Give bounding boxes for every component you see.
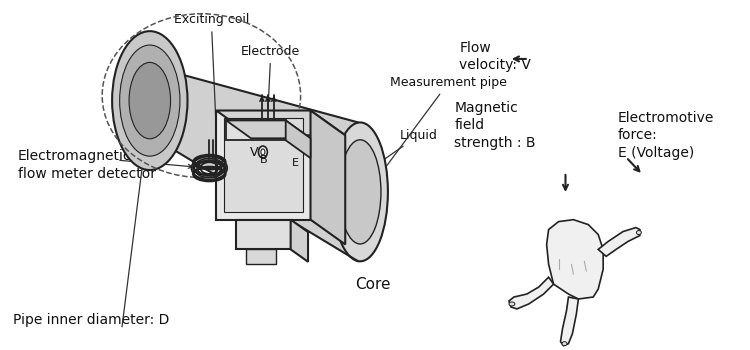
Text: Exciting coil: Exciting coil — [173, 13, 249, 128]
Ellipse shape — [261, 149, 265, 155]
Polygon shape — [291, 220, 308, 262]
Text: B: B — [260, 155, 268, 165]
Polygon shape — [150, 66, 358, 261]
Ellipse shape — [259, 146, 267, 158]
Polygon shape — [246, 250, 276, 264]
Ellipse shape — [562, 342, 567, 346]
FancyBboxPatch shape — [224, 118, 302, 212]
Text: Electrode: Electrode — [242, 45, 301, 252]
Text: V: V — [250, 146, 259, 159]
Polygon shape — [226, 120, 310, 138]
Polygon shape — [547, 220, 603, 299]
Text: Electromagnetic
flow meter detector: Electromagnetic flow meter detector — [18, 149, 156, 181]
Text: Pipe inner diameter: D: Pipe inner diameter: D — [13, 313, 170, 327]
Text: Core: Core — [356, 276, 391, 292]
Ellipse shape — [332, 122, 388, 261]
Polygon shape — [236, 220, 291, 250]
Text: Flow
velocity: V: Flow velocity: V — [459, 41, 531, 72]
Ellipse shape — [509, 302, 515, 306]
Ellipse shape — [339, 140, 381, 244]
Polygon shape — [216, 111, 345, 135]
Polygon shape — [509, 277, 554, 309]
Polygon shape — [598, 228, 640, 256]
Text: Measurement pipe: Measurement pipe — [347, 76, 507, 219]
Polygon shape — [560, 297, 578, 346]
Polygon shape — [226, 120, 286, 140]
Text: Liquid: Liquid — [343, 129, 438, 188]
Polygon shape — [216, 111, 310, 220]
Ellipse shape — [129, 62, 170, 139]
Polygon shape — [310, 111, 345, 244]
Text: E: E — [292, 158, 298, 168]
Ellipse shape — [637, 231, 641, 234]
Ellipse shape — [120, 45, 180, 156]
Ellipse shape — [112, 31, 188, 170]
Polygon shape — [286, 120, 310, 158]
Text: Electromotive
force:
E (Voltage): Electromotive force: E (Voltage) — [618, 111, 715, 160]
Text: Magnetic
field
strength : B: Magnetic field strength : B — [454, 101, 536, 150]
